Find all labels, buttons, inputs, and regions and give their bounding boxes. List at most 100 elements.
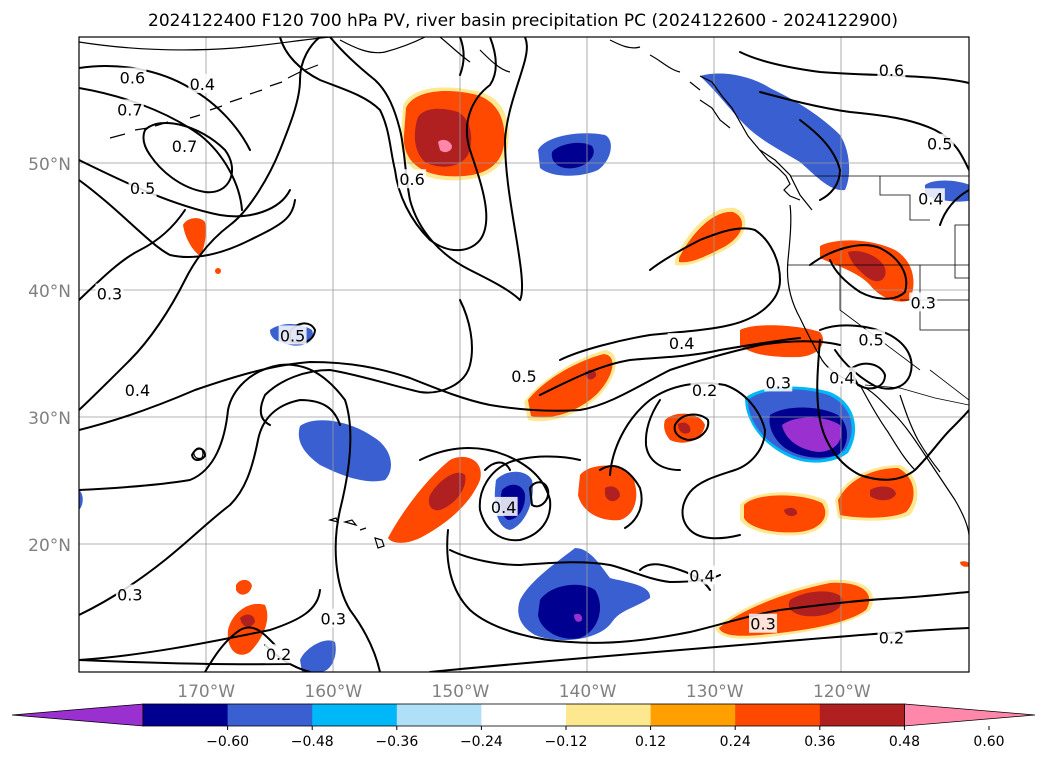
pv-contour-label: 0.3 — [97, 285, 122, 304]
pv-contour-label: 0.4 — [689, 566, 714, 585]
alaska-coastline — [79, 37, 331, 51]
pv-contour-label: 0.4 — [125, 381, 150, 400]
colorbar-frame — [142, 703, 905, 727]
contour-label-bg — [764, 372, 793, 392]
precip-positive-area — [788, 591, 843, 617]
longitude-labels: 170°W 160°W 150°W 140°W 130°W 120°W — [177, 682, 871, 702]
colorbar-tick-label: 0.36 — [804, 734, 835, 750]
pv-contour-label: 0.2 — [692, 381, 717, 400]
contour-label-bg — [115, 99, 144, 119]
pv-contour — [644, 399, 681, 471]
precip-positive-area — [848, 250, 886, 282]
pv-contour — [79, 179, 296, 259]
pv-contour — [79, 87, 243, 211]
colorbar-bin — [312, 704, 398, 726]
colorbar-tick-label: −0.60 — [206, 734, 249, 750]
pv-contour — [559, 227, 781, 361]
pv-contour — [484, 461, 511, 471]
precip-positive-area — [784, 507, 798, 517]
pv-contour-label: 0.5 — [280, 326, 305, 345]
colorbar-tick-label: 0.60 — [973, 734, 1004, 750]
precip-negative-area — [300, 640, 336, 672]
precip-positive-area — [414, 108, 472, 167]
precip-negative-area — [551, 142, 594, 169]
pv-contour — [759, 91, 969, 171]
longitude-label: 170°W — [177, 682, 235, 702]
pv-contour — [449, 549, 721, 583]
colorbar-tick-label: 0.12 — [635, 734, 666, 750]
colorbar-tick-label: −0.48 — [291, 734, 334, 750]
pv-contour — [191, 447, 206, 461]
colorbar-bin — [819, 704, 905, 726]
latitude-label: 20°N — [28, 536, 71, 556]
pv-contour — [259, 299, 473, 426]
contour-label-bg — [95, 283, 124, 303]
latitude-label: 30°N — [28, 409, 71, 429]
colorbar-tick-label: 0.24 — [720, 734, 751, 750]
latitude-labels: 50°N 40°N 30°N 20°N — [28, 155, 71, 556]
colorbar-bin — [735, 704, 821, 726]
precip-positive-area — [679, 211, 743, 263]
colorbar-tick-label: −0.12 — [545, 734, 588, 750]
contour-label-bg — [188, 73, 217, 93]
pv-contour — [939, 189, 969, 226]
contour-label-bg — [857, 329, 886, 349]
colorbar: −0.60 −0.48 −0.36 −0.24 −0.12 0.12 0.24 0.36 0.4… — [11, 703, 1036, 750]
pv-contour — [79, 363, 381, 672]
pv-contour — [539, 337, 801, 396]
map-area: 0.6 0.40.70.70.50.30.40.30.50.60.30.20.50… — [79, 37, 969, 672]
precip-positive-area — [215, 268, 221, 274]
contour-label-bg — [128, 178, 157, 198]
pv-contour — [609, 382, 766, 540]
contour-label-bg — [510, 366, 538, 386]
pv-contour-label: 0.5 — [858, 330, 883, 349]
contour-label-bg — [690, 380, 719, 400]
pv-contour-label: 0.2 — [266, 645, 291, 664]
precip-positive-area — [870, 486, 896, 501]
contour-label-bg — [170, 136, 199, 156]
precip-negative-area — [574, 613, 583, 622]
colorbar-tick-label: 0.48 — [889, 734, 920, 750]
pv-contour — [799, 119, 841, 201]
aleutian-islands — [109, 64, 319, 139]
pv-contour — [204, 626, 276, 672]
precip-positive-area — [528, 354, 613, 418]
contour-label-bg — [925, 133, 954, 153]
pv-contour — [739, 51, 969, 84]
pv-contour — [819, 324, 913, 390]
precip-negative-area — [79, 490, 83, 510]
pv-contour — [816, 339, 969, 481]
precip-negative-area — [538, 584, 600, 639]
contour-label-bg — [489, 496, 518, 516]
longitude-label: 150°W — [432, 682, 490, 702]
longitude-label: 160°W — [304, 682, 362, 702]
us-state-borders — [788, 176, 969, 401]
precip-positive-area — [428, 472, 466, 511]
pv-contour-label: 0.6 — [879, 61, 904, 80]
contour-label-bg — [264, 644, 293, 664]
contour-label-bg — [667, 333, 696, 353]
us-mexico-border — [864, 384, 969, 406]
colorbar-tick-label: −0.24 — [460, 734, 503, 750]
colorbar-tick-label: −0.36 — [375, 734, 418, 750]
colorbar-bin — [143, 704, 229, 726]
contour-label-bg — [278, 325, 307, 345]
pv-contour-label: 0.4 — [918, 189, 943, 208]
colorbar-extend-max — [904, 703, 1036, 727]
precip-positive-area — [227, 603, 268, 655]
pv-contour — [142, 121, 234, 194]
contour-label-bg — [916, 188, 945, 208]
pv-contour — [673, 413, 710, 441]
pv-contour — [529, 481, 550, 508]
contour-label-bg — [909, 292, 938, 312]
pv-contour-label: 0.4 — [491, 498, 516, 517]
hawaii-islands — [193, 447, 385, 549]
contour-label-bg — [827, 367, 856, 387]
precip-negative-area — [298, 420, 391, 482]
pv-contour-labels: 0.6 0.40.70.70.50.30.40.30.50.60.30.20.50… — [95, 60, 954, 664]
map-frame — [78, 36, 970, 673]
precip-negative-area — [700, 73, 850, 191]
pv-contour — [459, 37, 465, 76]
contour-label-bg — [877, 60, 906, 80]
